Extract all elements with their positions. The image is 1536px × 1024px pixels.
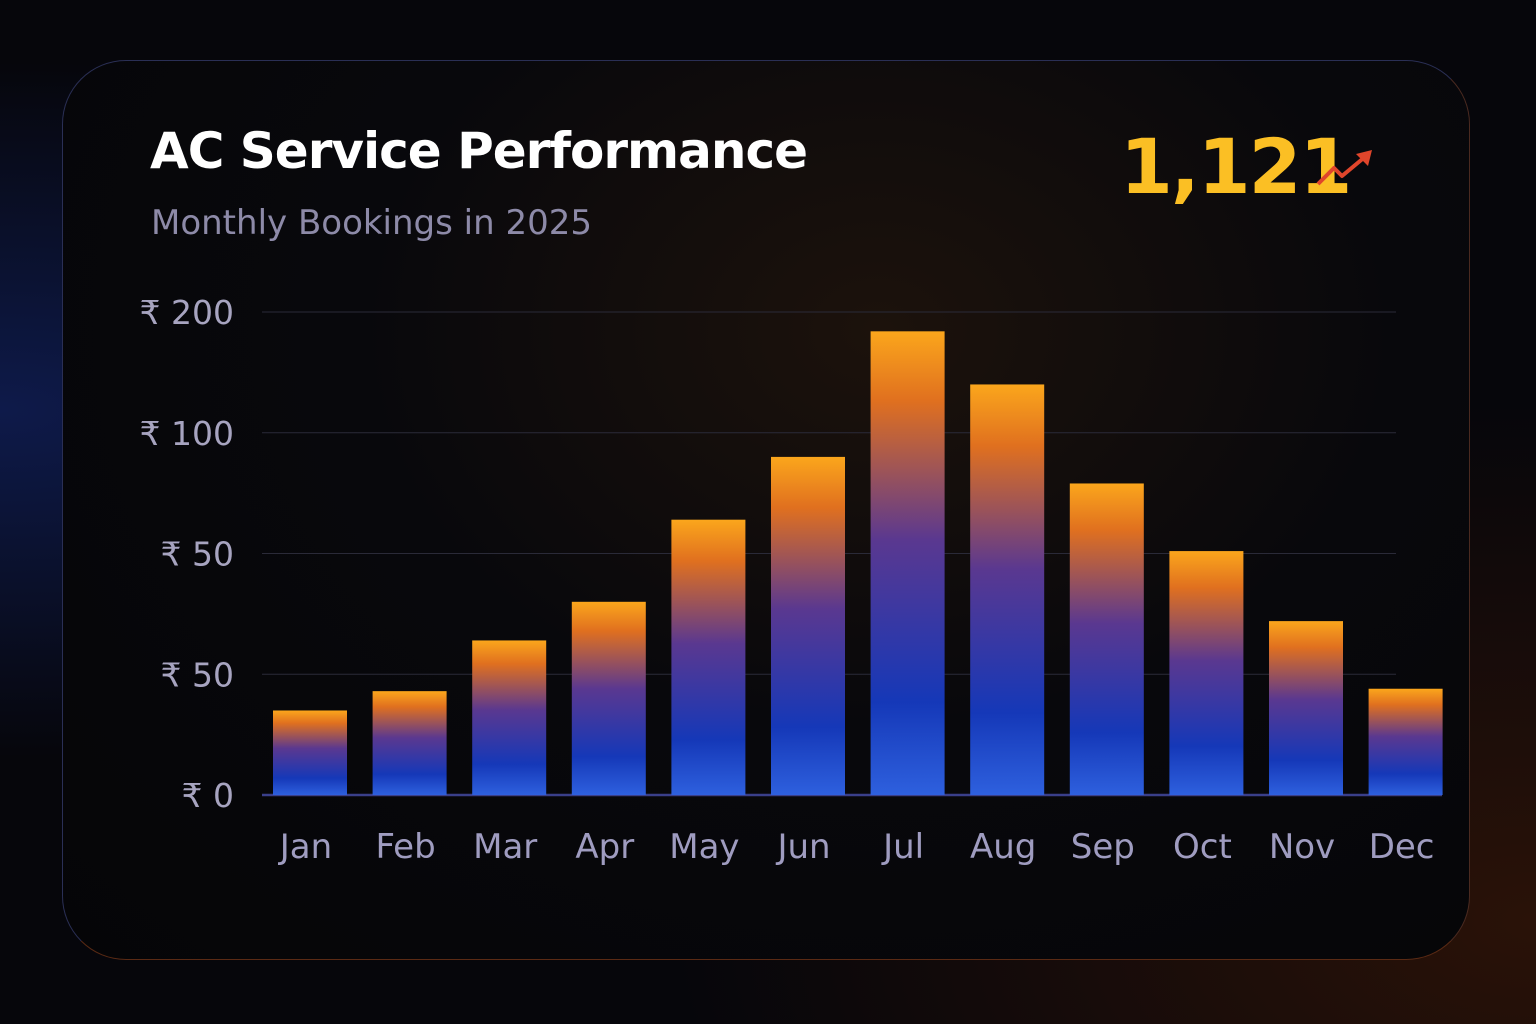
chart-subtitle: Monthly Bookings in 2025 — [151, 203, 592, 243]
bar-jan — [273, 710, 347, 795]
x-tick-label: May — [669, 827, 739, 867]
x-tick-label: Jan — [278, 827, 332, 867]
bar-jun — [771, 456, 845, 795]
chart-title: AC Service Performance — [150, 122, 808, 180]
chart-card — [62, 60, 1470, 960]
bar-mar — [472, 640, 547, 795]
y-tick-label: ₹ 0 — [182, 776, 234, 815]
x-tick-label: Dec — [1369, 827, 1435, 867]
bar-sep — [1069, 483, 1144, 795]
y-tick-label: ₹ 100 — [140, 414, 234, 453]
x-tick-label: Nov — [1269, 827, 1335, 867]
y-tick-label: ₹ 200 — [140, 293, 234, 332]
x-tick-label: Mar — [473, 827, 537, 867]
x-tick-label: Oct — [1173, 827, 1232, 867]
bar-jul — [870, 331, 945, 795]
bar-aug — [970, 384, 1045, 795]
x-tick-label: Feb — [375, 827, 435, 867]
x-tick-label: Aug — [970, 827, 1036, 867]
bar-nov — [1269, 621, 1343, 795]
x-tick-label: Jun — [775, 827, 830, 867]
trending-up-icon — [1316, 150, 1372, 186]
y-tick-label: ₹ 50 — [161, 655, 234, 694]
bar-dec — [1368, 688, 1443, 795]
x-tick-label: Jul — [881, 827, 924, 867]
x-tick-label: Apr — [575, 827, 634, 867]
bar-oct — [1169, 551, 1244, 795]
bar-may — [671, 519, 746, 795]
kpi-total-value: 1,121 — [1120, 122, 1352, 211]
x-tick-label: Sep — [1071, 827, 1135, 867]
bar-apr — [571, 601, 646, 795]
y-tick-label: ₹ 50 — [161, 535, 234, 574]
bar-feb — [372, 691, 447, 795]
